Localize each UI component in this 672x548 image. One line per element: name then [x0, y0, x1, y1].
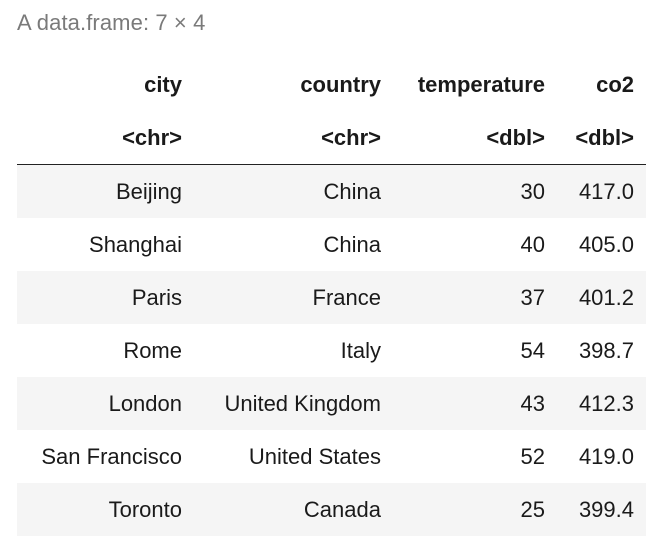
table-row: Shanghai China 40 405.0	[17, 218, 646, 271]
cell-co2: 417.0	[557, 164, 646, 218]
cell-temperature: 37	[393, 271, 557, 324]
table-body: Beijing China 30 417.0 Shanghai China 40…	[17, 164, 646, 536]
cell-country: Canada	[194, 483, 393, 536]
cell-city: Beijing	[17, 164, 194, 218]
table-caption: A data.frame: 7 × 4	[17, 10, 206, 35]
table-row: San Francisco United States 52 419.0	[17, 430, 646, 483]
cell-temperature: 25	[393, 483, 557, 536]
cell-co2: 419.0	[557, 430, 646, 483]
cell-co2: 401.2	[557, 271, 646, 324]
cell-temperature: 30	[393, 164, 557, 218]
cell-co2: 398.7	[557, 324, 646, 377]
cell-city: Paris	[17, 271, 194, 324]
cell-country: United States	[194, 430, 393, 483]
column-header-temperature: temperature	[417, 71, 545, 97]
cell-temperature: 43	[393, 377, 557, 430]
table-row: Rome Italy 54 398.7	[17, 324, 646, 377]
column-names-row: city country temperature co2	[17, 58, 646, 111]
table-row: Toronto Canada 25 399.4	[17, 483, 646, 536]
cell-country: United Kingdom	[194, 377, 393, 430]
cell-country: China	[194, 218, 393, 271]
column-type-temperature: <dbl>	[393, 111, 557, 165]
cell-city: Shanghai	[17, 218, 194, 271]
cell-city: Toronto	[17, 483, 194, 536]
cell-temperature: 52	[393, 430, 557, 483]
cell-country: France	[194, 271, 393, 324]
cell-co2: 412.3	[557, 377, 646, 430]
column-header-city: city	[144, 71, 182, 97]
table-header: city country temperature co2 <chr> <chr>…	[17, 58, 646, 165]
column-type-co2: <dbl>	[557, 111, 646, 165]
cell-temperature: 54	[393, 324, 557, 377]
cell-city: Rome	[17, 324, 194, 377]
table-row: Paris France 37 401.2	[17, 271, 646, 324]
table-row: Beijing China 30 417.0	[17, 164, 646, 218]
cell-city: San Francisco	[17, 430, 194, 483]
cell-city: London	[17, 377, 194, 430]
cell-co2: 405.0	[557, 218, 646, 271]
column-type-city: <chr>	[17, 111, 194, 165]
table-row: London United Kingdom 43 412.3	[17, 377, 646, 430]
dataframe-table: city country temperature co2 <chr> <chr>…	[17, 58, 646, 536]
cell-country: Italy	[194, 324, 393, 377]
column-type-country: <chr>	[194, 111, 393, 165]
cell-temperature: 40	[393, 218, 557, 271]
cell-country: China	[194, 164, 393, 218]
column-types-row: <chr> <chr> <dbl> <dbl>	[17, 111, 646, 165]
column-header-co2: co2	[596, 71, 634, 97]
column-header-country: country	[300, 71, 381, 97]
cell-co2: 399.4	[557, 483, 646, 536]
